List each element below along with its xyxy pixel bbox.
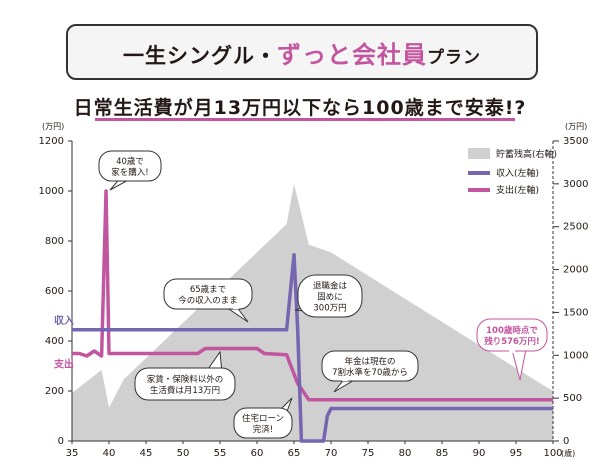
callout-tail-mask [233, 303, 239, 309]
callout-text: 40歳で [116, 156, 144, 167]
x-tick-label: 100 [543, 448, 562, 459]
callout-bubble [134, 367, 236, 401]
x-tick-label: 60 [251, 448, 264, 459]
right-axis-unit: (万円) [565, 122, 587, 131]
callout-tail-mask [307, 301, 313, 307]
callout-text: 家を購入! [111, 167, 148, 178]
x-tick-label: 40 [103, 448, 116, 459]
left-tick-label: 400 [45, 336, 64, 347]
plan-title-part2: プラン [427, 47, 481, 68]
callout-tail-mask [275, 409, 281, 415]
right-tick-label: 1500 [563, 307, 588, 318]
callout-tail-mask [203, 369, 209, 375]
callout-text: 固めに [317, 293, 343, 303]
callout-bubble [233, 407, 293, 439]
plan-title-highlight: ずっと会社員 [277, 40, 427, 69]
right-tick-label: 500 [563, 393, 582, 404]
callout-text: 残り576万円! [484, 336, 540, 347]
callout-text: 100歳時点で [486, 325, 538, 336]
chart-subtitle: 日常生活費が月13万円以下なら100歳まで安泰!? [73, 97, 527, 119]
callout-text: 退職金は [313, 281, 348, 292]
right-tick-label: 2500 [563, 222, 588, 233]
x-tick-label: 75 [362, 448, 375, 459]
income-series-label: 収入 [54, 315, 74, 327]
callout-tail-mask [342, 375, 348, 381]
plan-title: 一生シングル・ずっと会社員プラン [123, 35, 481, 70]
x-tick-label: 55 [214, 448, 227, 459]
x-tick-label: 35 [66, 448, 79, 459]
callout-text: 65歳まで [190, 284, 226, 295]
callout-text: 住宅ローン [242, 413, 284, 424]
callout-text: 家賃・保険料以外の [147, 374, 224, 385]
expense-line [72, 189, 553, 402]
left-tick-label: 800 [45, 236, 64, 247]
legend-swatch-savings [468, 148, 490, 159]
legend-label-savings: 貯蓄残高(右軸) [496, 148, 557, 160]
x-tick-label: 65 [288, 448, 301, 459]
left-tick-label: 1200 [39, 136, 64, 147]
x-tick-label: 95 [510, 448, 523, 459]
x-tick-label: 45 [140, 448, 153, 459]
x-tick-label: 70 [325, 448, 338, 459]
x-axis-unit: (歳) [561, 448, 575, 458]
x-tick-label: 85 [436, 448, 449, 459]
right-tick-label: 3000 [563, 179, 588, 190]
left-tick-label: 1000 [39, 186, 64, 197]
left-tick-label: 600 [45, 286, 64, 297]
callout-text: 年金は現在の [344, 356, 395, 367]
x-tick-label: 50 [177, 448, 190, 459]
left-tick-label: 0 [58, 436, 64, 447]
plan-title-part1: 一生シングル・ [123, 43, 277, 68]
subtitle-underline [95, 118, 515, 121]
right-tick-label: 1000 [563, 350, 588, 361]
x-tick-label: 90 [473, 448, 486, 459]
right-tick-label: 3500 [563, 136, 588, 147]
callout-text: 300万円 [313, 304, 346, 314]
legend-label-expense: 支出(左軸) [496, 184, 539, 196]
income-line [72, 253, 553, 443]
callout-text: 生活費は月13万円 [150, 385, 220, 396]
callout-text: 今の収入のまま [178, 295, 238, 306]
callout-tail-mask [509, 347, 515, 353]
callout-bubble [163, 278, 253, 310]
expense-series-label: 支出 [53, 358, 74, 371]
callout-tail-mask [119, 173, 125, 179]
left-axis-unit: (万円) [42, 122, 64, 131]
x-tick-label: 80 [399, 448, 412, 459]
callout-text: 完済! [253, 424, 273, 435]
plan-header: 一生シングル・ずっと会社員プラン [66, 24, 538, 80]
callout-bubble [98, 150, 162, 182]
right-tick-label: 2000 [563, 265, 588, 276]
callout-bubble [297, 274, 363, 318]
legend-label-income: 収入(左軸) [496, 167, 539, 179]
callout-bubble [321, 350, 419, 382]
callout-text: 7割水準を70歳から [332, 367, 408, 378]
left-tick-label: 200 [45, 386, 64, 397]
right-tick-label: 0 [563, 436, 569, 447]
